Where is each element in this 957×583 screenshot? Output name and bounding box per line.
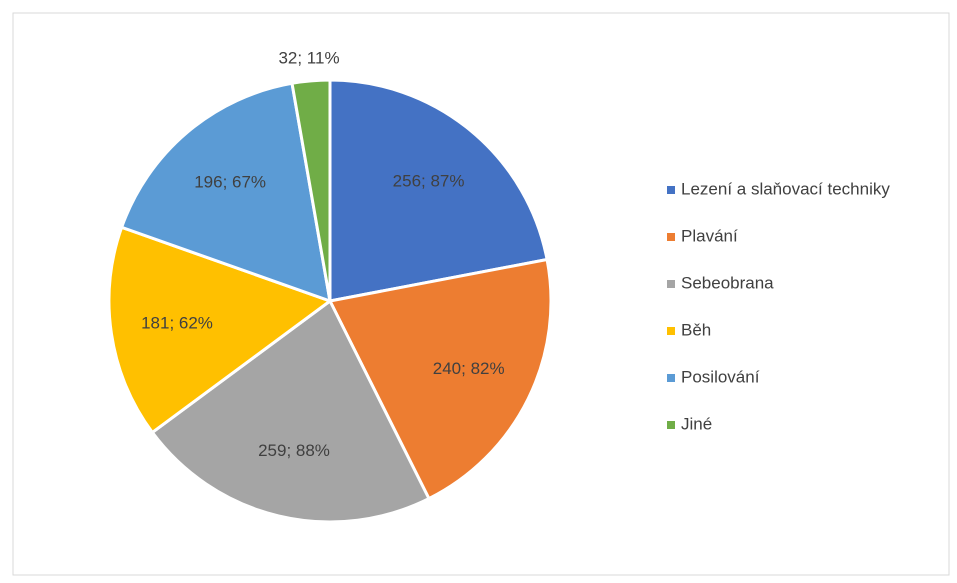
legend-swatch: [667, 280, 675, 288]
pie-slice: [107, 225, 334, 435]
pie-slice: [328, 78, 549, 303]
legend-swatch: [667, 374, 675, 382]
data-label: 196; 67%: [194, 172, 266, 191]
pie-slice: [327, 257, 553, 501]
legend-label: Plavání: [681, 226, 738, 245]
legend-swatch: [667, 233, 675, 241]
legend-label: Jiné: [681, 414, 712, 433]
pie-slice: [119, 81, 332, 304]
data-label: 32; 11%: [278, 48, 339, 67]
legend-swatch: [667, 421, 675, 429]
legend-label: Běh: [681, 320, 711, 339]
data-label: 259; 88%: [258, 441, 330, 460]
data-label: 256; 87%: [393, 171, 465, 190]
legend-label: Lezení a slaňovací techniky: [681, 179, 890, 198]
data-label: 181; 62%: [141, 313, 213, 332]
legend-label: Sebeobrana: [681, 273, 774, 292]
pie-slice: [290, 78, 332, 302]
legend-swatch: [667, 186, 675, 194]
pie-slice: [150, 298, 431, 524]
legend-label: Posilování: [681, 367, 760, 386]
legend-swatch: [667, 327, 675, 335]
data-label: 240; 82%: [433, 359, 505, 378]
